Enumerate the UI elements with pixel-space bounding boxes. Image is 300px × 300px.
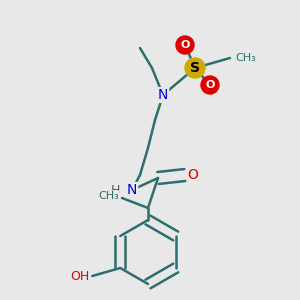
Text: N: N — [127, 183, 137, 197]
Text: O: O — [205, 80, 215, 90]
Text: S: S — [190, 61, 200, 75]
Text: CH₃: CH₃ — [235, 53, 256, 63]
Text: N: N — [158, 88, 168, 102]
Text: OH: OH — [70, 269, 89, 283]
Circle shape — [185, 58, 205, 78]
Text: O: O — [188, 168, 198, 182]
Text: H: H — [111, 184, 120, 196]
Circle shape — [176, 36, 194, 54]
Circle shape — [201, 76, 219, 94]
Text: CH₃: CH₃ — [98, 191, 119, 201]
Text: O: O — [180, 40, 190, 50]
